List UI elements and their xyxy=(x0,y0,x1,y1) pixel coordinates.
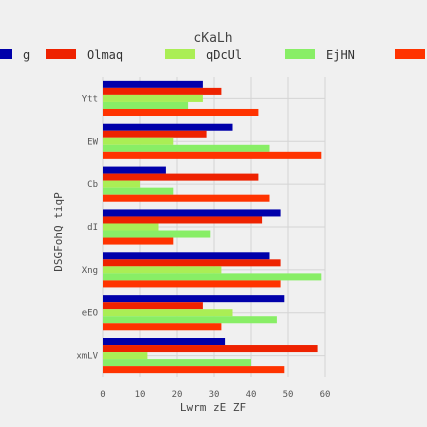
y-tick-label: xmLV xyxy=(76,352,98,362)
bar-Cb-series-2 xyxy=(103,173,259,181)
legend-label: qDcUl xyxy=(206,48,242,62)
bar-dI-series-4 xyxy=(103,230,211,238)
legend-label: Olmaq xyxy=(87,48,123,62)
bar-EW-series-3 xyxy=(103,137,174,145)
bars xyxy=(103,80,322,374)
x-tick-label: 60 xyxy=(320,390,331,400)
bar-dI-series-3 xyxy=(103,223,159,231)
bar-Ytt-series-2 xyxy=(103,87,222,95)
bar-EW-series-4 xyxy=(103,144,270,152)
bar-dI-series-5 xyxy=(103,237,174,245)
y-tick-label: Xng xyxy=(82,266,98,276)
bar-Ytt-series-5 xyxy=(103,108,259,116)
legend-swatch xyxy=(165,49,195,59)
bar-Xng-series-1 xyxy=(103,252,270,260)
y-tick-labels: Ytt EW Cb dI Xng eEO xmLV xyxy=(76,94,98,361)
legend-swatch xyxy=(46,49,76,59)
bar-dI-series-1 xyxy=(103,209,281,217)
bar-Ytt-series-3 xyxy=(103,94,203,102)
x-axis-title: Lwrm zE ZF xyxy=(180,401,246,414)
bar-xmLV-series-2 xyxy=(103,345,318,353)
y-axis-title: DSGFohQ tiqP xyxy=(52,192,65,272)
bar-xmLV-series-5 xyxy=(103,366,285,374)
bar-Ytt-series-1 xyxy=(103,80,203,88)
bar-Ytt-series-4 xyxy=(103,101,189,109)
x-tick-label: 50 xyxy=(283,390,294,400)
chart-title: cKaLh xyxy=(193,31,232,46)
bar-eEO-series-4 xyxy=(103,316,277,324)
legend-label: g xyxy=(23,48,30,62)
bar-Cb-series-5 xyxy=(103,194,270,202)
bar-EW-series-2 xyxy=(103,130,207,138)
x-tick-labels: 0 10 20 30 40 50 60 xyxy=(100,390,330,400)
bar-xmLV-series-4 xyxy=(103,359,251,367)
bar-eEO-series-3 xyxy=(103,309,233,317)
bar-eEO-series-1 xyxy=(103,295,285,303)
x-tick-label: 0 xyxy=(100,390,105,400)
bar-xmLV-series-3 xyxy=(103,352,148,360)
bar-eEO-series-2 xyxy=(103,302,203,310)
bar-Xng-series-2 xyxy=(103,259,281,267)
legend-swatch xyxy=(395,49,425,59)
x-tick-label: 40 xyxy=(246,390,257,400)
x-tick-label: 30 xyxy=(209,390,220,400)
bar-dI-series-2 xyxy=(103,216,263,224)
bar-EW-series-1 xyxy=(103,123,233,131)
y-tick-label: Cb xyxy=(87,180,98,190)
legend-swatch xyxy=(285,49,315,59)
bar-Xng-series-5 xyxy=(103,280,281,288)
bar-Xng-series-4 xyxy=(103,273,322,281)
y-tick-label: dI xyxy=(87,223,98,233)
x-tick-label: 10 xyxy=(135,390,146,400)
legend-swatch xyxy=(0,49,12,59)
y-tick-label: Ytt xyxy=(82,94,98,104)
bar-xmLV-series-1 xyxy=(103,338,226,346)
bar-Cb-series-3 xyxy=(103,180,140,188)
y-tick-label: eEO xyxy=(82,309,98,319)
x-tick-label: 20 xyxy=(172,390,183,400)
bar-EW-series-5 xyxy=(103,151,322,159)
bar-Cb-series-1 xyxy=(103,166,166,174)
legend-label: EjHN xyxy=(326,48,355,62)
legend: g Olmaq qDcUl EjHN xyxy=(0,48,425,62)
bar-eEO-series-5 xyxy=(103,323,222,331)
y-tick-label: EW xyxy=(87,137,98,147)
bar-Cb-series-4 xyxy=(103,187,174,195)
bar-Xng-series-3 xyxy=(103,266,222,274)
